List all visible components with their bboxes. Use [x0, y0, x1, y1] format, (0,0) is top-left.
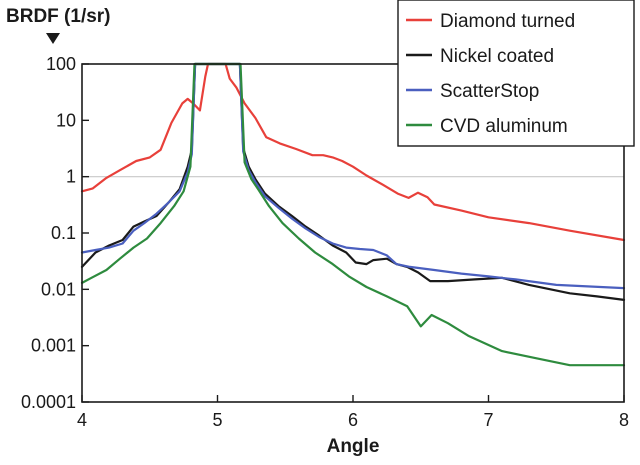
legend-label: CVD aluminum [440, 116, 568, 137]
series-line-2 [80, 62, 626, 301]
y-tick-label: 1 [66, 167, 76, 187]
x-tick-label: 8 [619, 410, 629, 430]
x-axis-title: Angle [327, 436, 380, 457]
x-tick-label: 6 [348, 410, 358, 430]
x-tick-label: 5 [212, 410, 222, 430]
y-axis-title: BRDF (1/sr) [6, 6, 111, 27]
tick-layer: 0.0001 0.001 0.01 0.1 1 10 100 4 5 6 7 8 [21, 54, 629, 430]
series-line-4 [80, 62, 626, 367]
legend-box [397, 0, 635, 147]
y-tick-label: 0.01 [41, 279, 76, 299]
x-tick-label: 7 [483, 410, 493, 430]
legend-label: Nickel coated [440, 46, 554, 67]
series-layer [80, 62, 626, 367]
series-line-3 [80, 62, 626, 290]
legend: Diamond turned Nickel coated ScatterStop CV… [397, 0, 635, 147]
legend-label: ScatterStop [440, 81, 539, 102]
x-tick-label: 4 [77, 410, 87, 430]
legend-label: Diamond turned [440, 11, 575, 32]
y-tick-label: 100 [46, 54, 76, 74]
y-axis-arrow-icon [46, 33, 60, 44]
y-tick-label: 10 [56, 110, 76, 130]
y-tick-label: 0.001 [31, 336, 76, 356]
legend-items: Diamond turned Nickel coated ScatterStop CV… [406, 11, 575, 137]
y-tick-label: 0.1 [51, 223, 76, 243]
y-tick-label: 0.0001 [21, 392, 76, 412]
series-line-1 [80, 62, 626, 242]
